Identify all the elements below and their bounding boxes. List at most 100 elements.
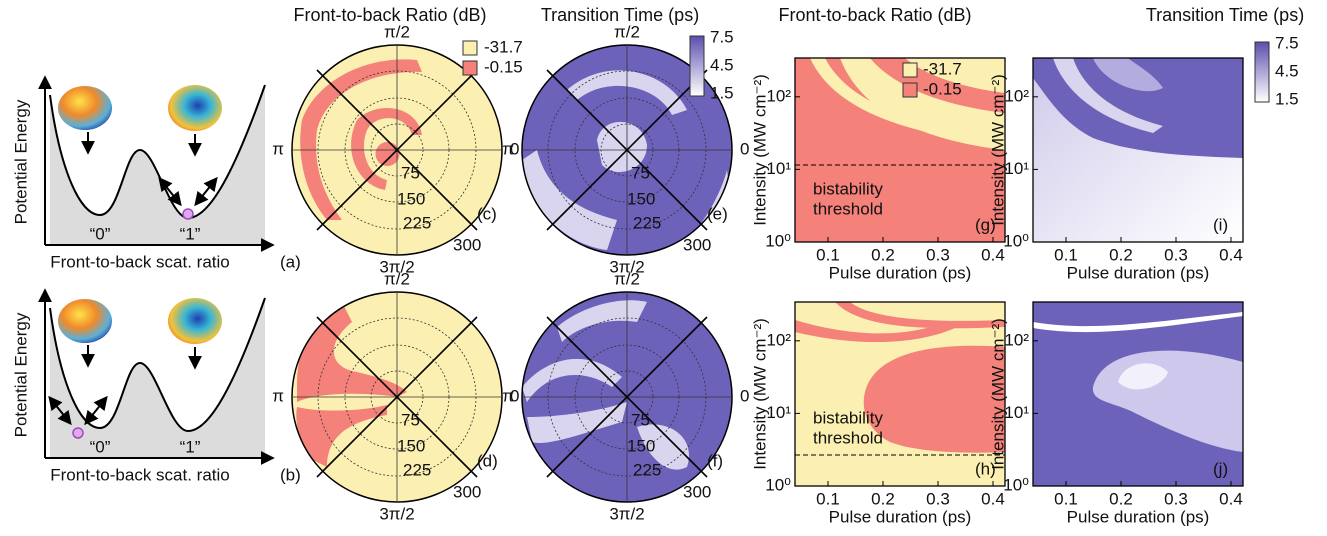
map-region [637, 424, 689, 470]
x-tick-label: 0.3 [1164, 489, 1188, 508]
x-tick-label: 0.2 [871, 489, 895, 508]
x-tick-label: 0.4 [981, 489, 1005, 508]
potential-line [49, 297, 266, 433]
radial-label: 75 [401, 410, 420, 429]
annotation: bistability [813, 408, 883, 427]
y-axis-label: Intensity (MW cm⁻²) [988, 318, 1007, 470]
map-panel: 0.1 0.2 0.3 0.4 10⁰ 10¹ 10² Pulse duration (ps)… [988, 301, 1244, 526]
legend-label: -0.15 [484, 57, 523, 76]
radial-label: 150 [397, 189, 425, 208]
map-region [795, 58, 1005, 165]
y-axis-label: Intensity (MW cm⁻²) [750, 74, 769, 226]
radial-label: 150 [627, 436, 655, 455]
map-region [863, 345, 1005, 453]
column-header: Transition Time (ps) [1146, 5, 1304, 25]
map-region [795, 165, 1005, 242]
radial-label: 150 [627, 189, 655, 208]
energy-panel: Potential Energy Front-to-back scat. rati… [11, 75, 301, 271]
particle [182, 208, 194, 220]
x-tick-label: 0.2 [1109, 245, 1133, 264]
x-tick-label: 0.3 [926, 245, 950, 264]
panel-tag: (i) [1213, 215, 1228, 234]
colorbar-label: 1.5 [1275, 89, 1299, 108]
colorbar-label: 7.5 [1275, 33, 1299, 52]
y-axis-label: Potential Energy [11, 312, 30, 437]
y-axis-label: Potential Energy [11, 99, 30, 224]
state-label: “1” [180, 437, 201, 456]
x-tick-label: 0.4 [1219, 245, 1243, 264]
x-axis-label: Pulse duration (ps) [829, 507, 972, 526]
y-tick-label: 10⁰ [765, 231, 791, 250]
radial-label: 300 [453, 235, 481, 254]
legend-swatch [902, 82, 918, 98]
radial-label: 75 [631, 410, 650, 429]
colorbar [1254, 41, 1270, 103]
particle [72, 427, 84, 439]
map-panel: 0.1 0.2 0.3 0.4 10⁰ 10¹ 10² Pulse duration (ps)… [750, 57, 1006, 282]
state-label: “0” [90, 437, 111, 456]
radiation-pattern [58, 299, 112, 343]
colorbar [689, 35, 705, 97]
map-region [522, 150, 617, 250]
y-axis-label: Intensity (MW cm⁻²) [750, 318, 769, 470]
colorbar-label: 4.5 [710, 55, 734, 74]
energy-panel: Potential Energy Front-to-back scat. rati… [11, 288, 301, 484]
map-region [527, 402, 627, 443]
radial-label: 300 [683, 482, 711, 501]
angle-label: 3π/2 [609, 257, 644, 276]
angle-label: 3π/2 [609, 504, 644, 523]
x-tick-label: 0.1 [816, 489, 840, 508]
map-region [810, 58, 1005, 144]
x-tick-label: 0.3 [926, 489, 950, 508]
arrow [158, 176, 182, 207]
x-tick-label: 0.1 [816, 245, 840, 264]
angle-label: 0 [740, 386, 749, 405]
arrow [48, 395, 72, 426]
diagonal [316, 69, 478, 231]
map-region [597, 121, 647, 173]
y-tick-label: 10² [766, 330, 791, 349]
radial-label: 225 [403, 213, 431, 232]
plot-frame [1032, 57, 1244, 243]
legend-label: -0.15 [923, 79, 962, 98]
x-axis-label: Front-to-back scat. ratio [50, 252, 230, 271]
angle-label: π/2 [384, 269, 410, 288]
legend-swatch [462, 40, 478, 56]
x-axis-label: Pulse duration (ps) [1067, 507, 1210, 526]
angle-label: 3π/2 [379, 504, 414, 523]
diagonal [546, 69, 708, 231]
panel-tag: (b) [280, 465, 301, 484]
angle-label: 3π/2 [379, 257, 414, 276]
angle-label: π [502, 139, 514, 158]
plot-frame [794, 57, 1006, 243]
y-tick-label: 10¹ [766, 159, 791, 178]
map-region [795, 320, 955, 343]
angle-label: 0 [510, 386, 519, 405]
y-tick-label: 10² [1004, 330, 1029, 349]
state-label: “1” [180, 224, 201, 243]
radial-label: 150 [397, 436, 425, 455]
x-tick-label: 0.1 [1054, 245, 1078, 264]
map-panel: 0.1 0.2 0.3 0.4 10⁰ 10¹ 10² Pulse duration (ps)… [750, 301, 1006, 526]
diagonal [546, 316, 708, 478]
angle-label: π [272, 386, 284, 405]
y-tick-label: 10¹ [766, 403, 791, 422]
map-region [1093, 58, 1163, 92]
map-region [375, 142, 400, 166]
x-tick-label: 0.4 [981, 245, 1005, 264]
column-header: Front-to-back Ratio (dB) [293, 5, 486, 25]
column-header: Front-to-back Ratio (dB) [778, 5, 971, 25]
panel-tag: (h) [975, 459, 996, 478]
radiation-pattern [58, 86, 112, 130]
annotation: threshold [813, 428, 883, 447]
map-region [351, 108, 422, 190]
map-region [567, 70, 687, 115]
legend-swatch [902, 62, 918, 78]
y-tick-label: 10¹ [1004, 159, 1029, 178]
radial-label: 225 [633, 460, 661, 479]
radiation-pattern [168, 85, 222, 131]
angle-label: π/2 [384, 22, 410, 41]
x-tick-label: 0.3 [1164, 245, 1188, 264]
